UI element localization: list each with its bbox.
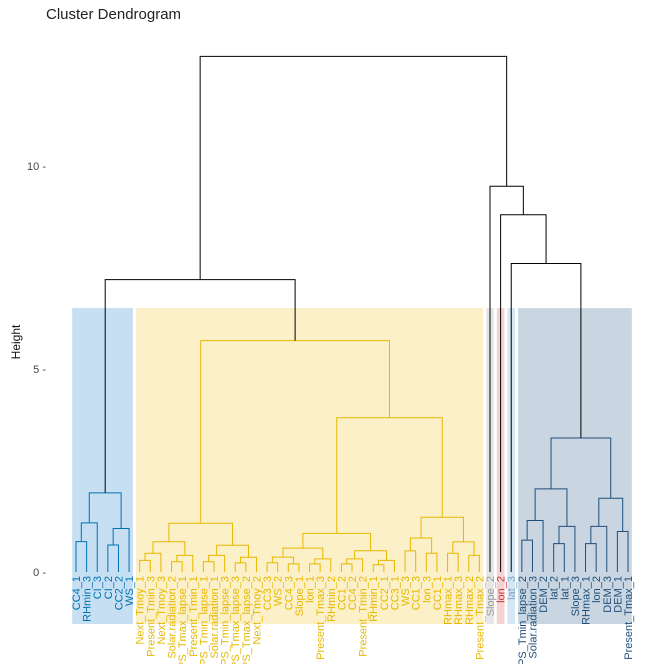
dendrogram-branch: [346, 558, 364, 572]
leaf-label: RHmin_2: [326, 576, 338, 622]
dendrogram-branch: [378, 559, 395, 572]
leaf-label: LDAPS_Tmin_lapse_2: [517, 576, 529, 664]
leaf-label: Solar.radiation_1: [209, 576, 221, 659]
leaf-label: Present_Tmax_2: [474, 576, 486, 660]
chart-title: Cluster Dendrogram: [46, 6, 182, 23]
leaf-label: Present_Tmin_1: [188, 576, 200, 657]
leaf-label: WS_3: [400, 576, 412, 606]
dendrogram-branch: [585, 543, 597, 572]
leaf-label: DEM_1: [612, 576, 624, 613]
leaf-label: DEM_3: [602, 576, 614, 613]
leaf-label: LDAPS_Tmin_lapse_3: [220, 576, 232, 664]
leaf-label: lon_3: [421, 576, 433, 603]
leaf-label: CC3_1: [389, 576, 401, 610]
leaf-label: lat_1: [559, 576, 571, 600]
leaf-label: Present_Tmax_3: [315, 576, 327, 660]
leaf-label: CI_2: [103, 576, 115, 599]
dendrogram-branch: [553, 543, 565, 572]
leaf-label: Slope_1: [294, 576, 306, 616]
dendrogram-branch: [558, 525, 576, 572]
dendrogram-branch: [271, 556, 295, 564]
leaf-label: CC1_3: [411, 576, 423, 610]
leaf-label: CC4_1: [71, 576, 83, 610]
leaf-label: CC2_1: [379, 576, 391, 610]
leaf-label: Next_Tmoy_2: [251, 576, 263, 644]
dendrogram-branch: [139, 559, 151, 572]
leaf-label: CC4_2: [347, 576, 359, 610]
leaf-label: WS_1: [124, 576, 136, 606]
leaf-label: lon_2: [496, 576, 508, 603]
dendrogram-branch: [266, 562, 279, 572]
dendrogram-branch: [309, 563, 321, 572]
dendrogram-branch: [425, 552, 438, 572]
leaf-label: Next_Tmoy_1: [135, 576, 147, 644]
leaf-label: CC2_2: [113, 576, 125, 610]
dendrogram-branch: [282, 547, 324, 559]
dendrogram-branch: [202, 561, 215, 572]
dendrogram-branch: [287, 563, 300, 572]
leaf-label: WS_2: [273, 576, 285, 606]
dendrogram-branch: [80, 522, 98, 572]
leaf-label: RHmax_2: [464, 576, 476, 625]
leaf-label: CC4_3: [283, 576, 295, 610]
leaf-label: CC1_1: [432, 576, 444, 610]
leaf-label: Solar.radiation_3: [527, 576, 539, 659]
leaf-label: Solar.radiation_2: [167, 576, 179, 659]
dendrogram-branch: [409, 537, 433, 554]
dendrogram-branch: [314, 558, 332, 572]
leaf-label: RHmax_1: [443, 576, 455, 625]
y-tick-label: 0 -: [33, 567, 46, 579]
leaf-label: Slope_2: [485, 576, 497, 616]
cluster-rect-1: [72, 308, 133, 624]
leaf-label: CC3_3: [262, 576, 274, 610]
leaf-label: LDAPS_Tmax_lapse_2: [241, 576, 253, 664]
dendrogram-branch: [590, 525, 608, 572]
leaf-label: RHmin_3: [82, 576, 94, 622]
dendrogram-branch: [340, 563, 353, 572]
leaf-label: RHmax_3: [453, 576, 465, 625]
leaf-label: Next_Tmoy_3: [156, 576, 168, 644]
leaf-label: LDAPS_Tmin_lapse_1: [198, 576, 210, 664]
dendrogram-branch: [152, 541, 186, 556]
leaf-label: RHmin_1: [368, 576, 380, 622]
leaf-label: lat_2: [549, 576, 561, 600]
dendrogram-branch: [521, 539, 533, 572]
dendrogram-branch: [171, 561, 183, 572]
y-axis-label: Height: [9, 324, 23, 359]
dendrogram-branch: [199, 55, 508, 280]
leaf-label: LDAPS_Tmax_lapse_1: [177, 576, 189, 664]
leaf-label: Present_Tmax_1: [623, 576, 635, 660]
leaf-label: lon_2: [591, 576, 603, 603]
leaf-label: Present_Tmin_3: [145, 576, 157, 657]
leaf-label: CC1_2: [336, 576, 348, 610]
leaf-label: Present_Tmin_2: [358, 576, 370, 657]
leaf-label: lon_1: [305, 576, 317, 603]
leaf-label: lat_3: [506, 576, 518, 600]
leaf-label: DEM_2: [538, 576, 550, 613]
y-tick-label: 10 -: [27, 161, 46, 173]
leaf-label: Slope_3: [570, 576, 582, 616]
leaf-label: CI_3: [92, 576, 104, 599]
y-tick-label: 5 -: [33, 364, 46, 376]
leaf-label: LDAPS_Tmax_lapse_3: [230, 576, 242, 664]
leaf-label: RHmax_1: [581, 576, 593, 625]
dendrogram-branch: [234, 562, 247, 572]
dendrogram-branch: [447, 552, 459, 572]
